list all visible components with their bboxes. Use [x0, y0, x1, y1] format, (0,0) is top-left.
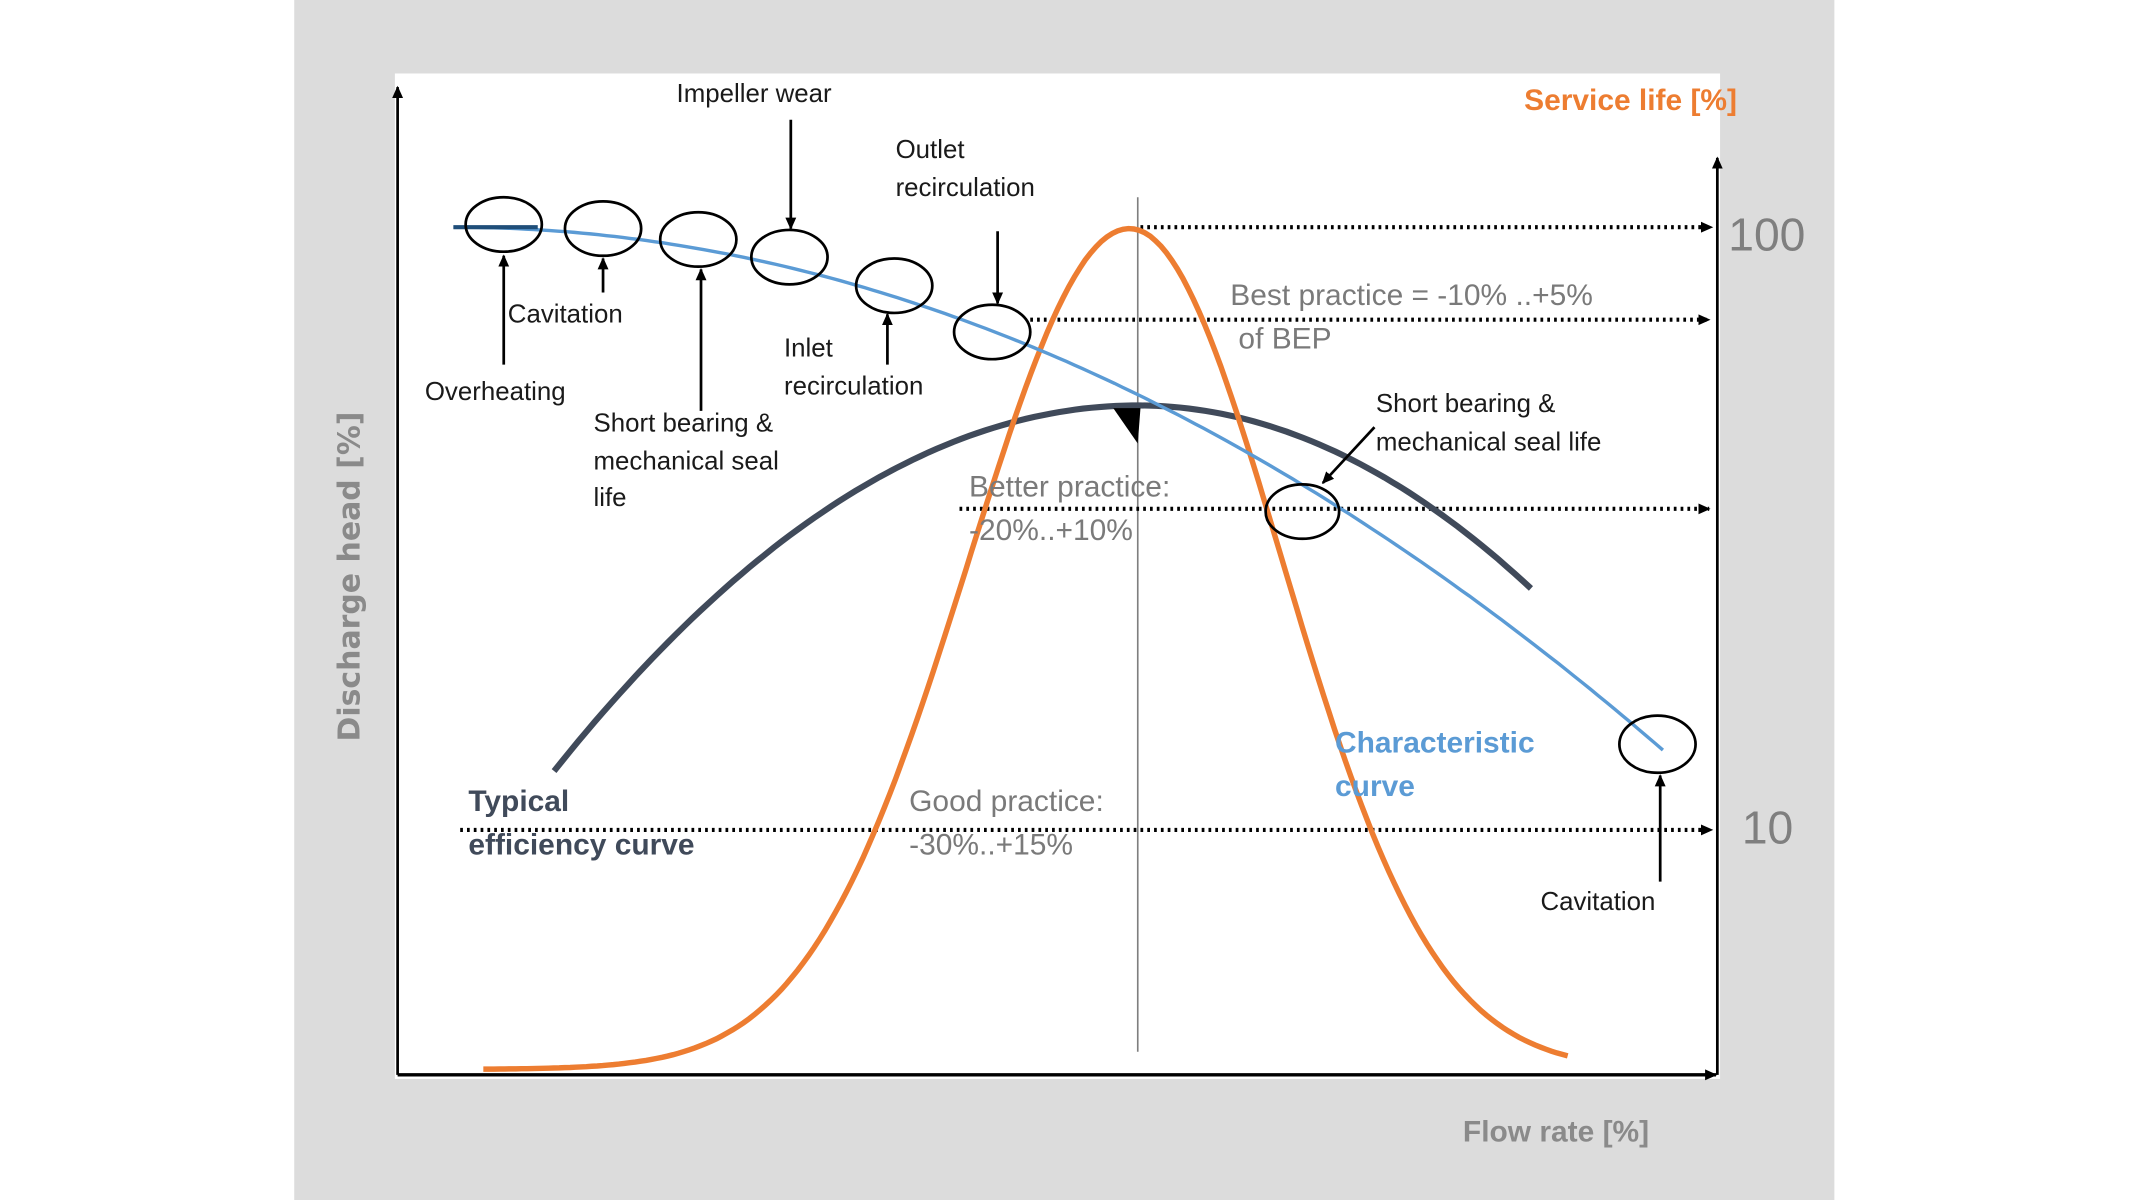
circle-short-bearing-left	[658, 210, 738, 269]
characteristic-curve-label-2: curve	[1335, 770, 1415, 803]
circle-inlet-recirculation	[854, 257, 934, 315]
characteristic-curve	[453, 225, 1665, 752]
circle-impeller-wear	[749, 228, 829, 286]
service-life-axis-title: Service life [%]	[1524, 84, 1737, 117]
better-practice-label-2: -20%..+10%	[969, 514, 1133, 547]
label-cavitation-left: Cavitation	[508, 300, 623, 328]
best-practice-label-2: of BEP	[1238, 322, 1331, 355]
label-short-bearing-left-1: Short bearing &	[594, 409, 774, 437]
efficiency-curve-label-2: efficiency curve	[468, 828, 694, 861]
label-outlet-recirculation-2: recirculation	[896, 174, 1035, 202]
good-practice-label-1: Good practice:	[909, 785, 1104, 818]
service-life-curve	[483, 225, 1569, 1072]
circle-cavitation-right	[1618, 714, 1697, 775]
flow-rate-axis-title: Flow rate [%]	[1463, 1115, 1649, 1148]
tick-100: 100	[1728, 208, 1805, 260]
circle-outlet-recirculation	[952, 303, 1032, 361]
circle-overheating	[464, 195, 544, 254]
best-practice-label-1: Best practice = -10% ..+5%	[1230, 279, 1593, 312]
label-cavitation-right: Cavitation	[1540, 888, 1655, 916]
efficiency-curve	[551, 402, 1534, 773]
label-short-bearing-left-3: life	[594, 484, 627, 512]
label-short-bearing-left-2: mechanical seal	[594, 447, 779, 475]
label-short-bearing-right-1: Short bearing &	[1376, 390, 1556, 418]
label-outlet-recirculation-1: Outlet	[896, 136, 965, 164]
better-practice-label-1: Better practice:	[969, 471, 1170, 504]
label-impeller-wear: Impeller wear	[677, 80, 833, 108]
problem-zone-circles	[464, 195, 1697, 775]
plot-panel	[394, 73, 1721, 1079]
bep-marker-triangle	[1113, 408, 1141, 444]
tick-10: 10	[1742, 802, 1793, 854]
good-practice-label-2: -30%..+15%	[909, 828, 1073, 861]
label-short-bearing-right-2: mechanical seal life	[1376, 428, 1602, 456]
characteristic-curve-label-1: Characteristic	[1335, 726, 1535, 759]
circle-short-bearing-right	[1264, 482, 1341, 541]
label-inlet-recirculation-2: recirculation	[784, 373, 923, 401]
arrow-short-bearing-right	[1321, 426, 1376, 484]
label-inlet-recirculation-1: Inlet	[784, 334, 833, 362]
circle-cavitation-left	[563, 200, 643, 258]
discharge-head-axis-title: Discharge head [%]	[333, 412, 368, 742]
efficiency-curve-label-1: Typical	[468, 785, 569, 818]
label-overheating: Overheating	[425, 378, 566, 406]
